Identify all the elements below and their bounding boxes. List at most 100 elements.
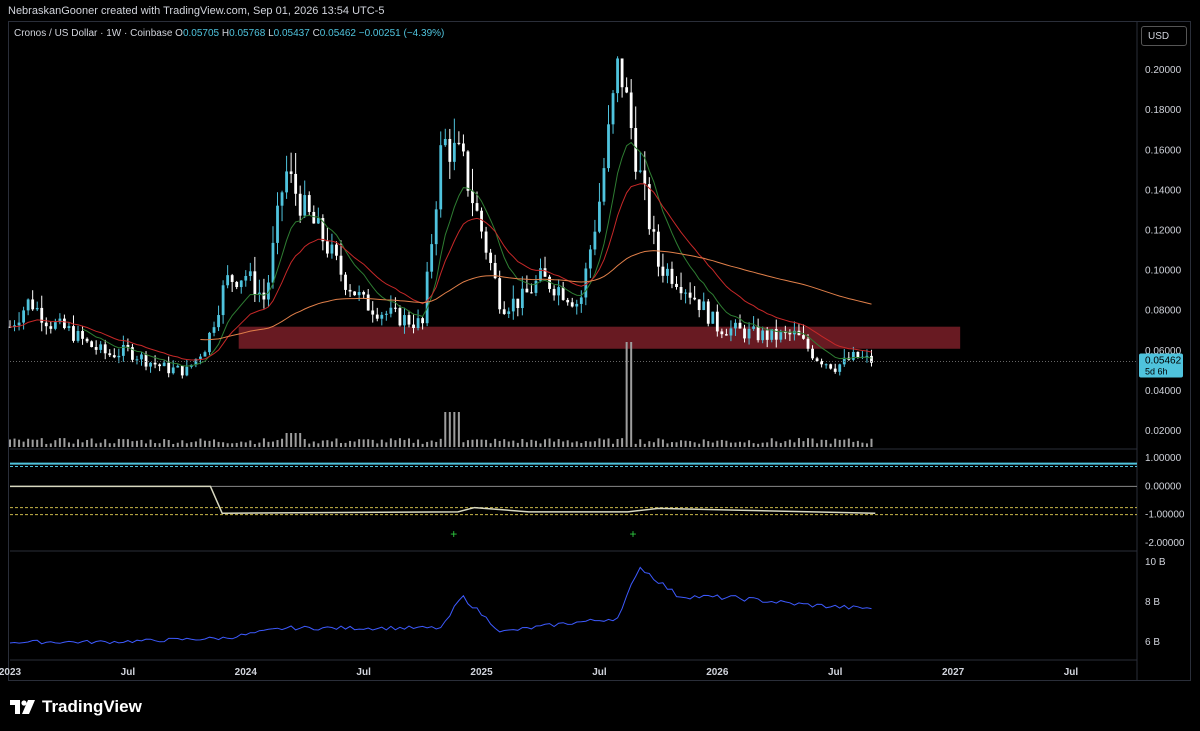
- candle-body: [688, 292, 692, 298]
- candle-body: [779, 332, 783, 340]
- volume-bar: [621, 438, 624, 447]
- candle-body: [502, 309, 506, 314]
- candle-body: [248, 271, 252, 276]
- candle-body: [117, 355, 121, 358]
- candle-body: [171, 367, 175, 374]
- candle-body: [625, 87, 629, 93]
- candle-body: [239, 280, 243, 288]
- candle-body: [824, 364, 828, 366]
- volume-bar: [788, 439, 791, 447]
- volume-bar: [544, 439, 547, 447]
- candle-body: [357, 292, 361, 296]
- candle-body: [35, 307, 39, 310]
- candle-body: [815, 358, 819, 362]
- volume-bar: [598, 438, 601, 447]
- time-tick-label: 2027: [942, 667, 965, 678]
- volume-bar: [312, 441, 315, 447]
- volume-bar: [571, 442, 574, 447]
- candle-body: [425, 271, 429, 324]
- volume-bar: [625, 342, 628, 447]
- candle-body: [325, 241, 329, 254]
- volume-bar: [797, 438, 800, 447]
- volume-bar: [648, 441, 651, 447]
- candle-body: [793, 330, 796, 335]
- currency-selector[interactable]: USD: [1141, 26, 1187, 46]
- volume-bar: [163, 439, 166, 447]
- candle-body: [715, 311, 719, 332]
- candle-body: [67, 326, 71, 329]
- volume-bar: [711, 442, 714, 447]
- candle-body: [765, 330, 769, 340]
- volume-bar: [476, 439, 479, 447]
- time-tick-label: 2024: [235, 667, 258, 678]
- support-zone: [238, 326, 961, 349]
- volume-bar: [108, 443, 111, 447]
- candle-body: [126, 344, 130, 348]
- volume-bar: [539, 443, 542, 447]
- volume-bar: [453, 412, 456, 447]
- candle-body: [230, 275, 234, 282]
- volume-bar: [104, 439, 107, 447]
- volume-bar: [213, 439, 216, 447]
- candle-body: [629, 92, 633, 129]
- volume-bar: [13, 438, 16, 447]
- candle-body: [307, 195, 311, 212]
- candle-body: [770, 328, 774, 340]
- candle-body: [103, 344, 107, 354]
- candle-body: [421, 318, 425, 324]
- candle-body: [167, 362, 171, 374]
- volume-bar: [516, 442, 519, 447]
- volume-bar: [22, 441, 25, 447]
- volume-bar: [466, 440, 469, 447]
- candle-body: [13, 325, 16, 327]
- volume-bar: [566, 440, 569, 447]
- candle-body: [153, 362, 157, 365]
- volume-bar: [217, 441, 220, 447]
- candle-body: [176, 365, 180, 368]
- volume-bar: [675, 442, 678, 447]
- volume-bar: [766, 442, 769, 447]
- candle-body: [783, 332, 787, 334]
- price-tick-label: 0.04000: [1145, 386, 1182, 397]
- time-tick-label: 2025: [470, 667, 493, 678]
- volume-bar: [602, 439, 605, 447]
- time-tick-label: Jul: [356, 667, 371, 678]
- candle-body: [398, 308, 402, 326]
- candle-body: [112, 355, 116, 358]
- candle-body: [430, 244, 434, 272]
- volume-bar: [412, 442, 415, 447]
- candle-body: [756, 326, 760, 341]
- candle-body: [693, 297, 697, 300]
- candle-body: [570, 302, 574, 307]
- volume-bar: [126, 439, 129, 447]
- volume-bar: [793, 442, 796, 447]
- tradingview-logo-icon: [10, 700, 35, 714]
- volume-bar: [339, 442, 342, 447]
- candle-body: [180, 365, 184, 376]
- legend-low-label: L: [268, 28, 274, 39]
- candle-body: [226, 275, 230, 286]
- volume-bar: [457, 412, 460, 447]
- volume-bar: [122, 439, 125, 447]
- candle-body: [149, 362, 152, 367]
- volume-bar: [49, 443, 52, 447]
- volume-bar: [485, 439, 488, 447]
- candle-body: [244, 275, 248, 281]
- volume-bar: [385, 442, 388, 447]
- candle-body: [443, 138, 447, 146]
- candle-body: [235, 281, 239, 288]
- price-tick-label: 0.18000: [1145, 105, 1182, 116]
- candle-body: [434, 209, 438, 245]
- price-tick-label: 0.08000: [1145, 306, 1182, 317]
- candle-body: [217, 315, 220, 328]
- volume-bar: [222, 442, 225, 447]
- candle-body: [511, 298, 515, 312]
- symbol-legend: Cronos / US Dollar · 1W · Coinbase O0.05…: [14, 28, 444, 39]
- volume-bar: [507, 441, 510, 447]
- volume-bar: [775, 441, 778, 447]
- candle-body: [734, 322, 737, 329]
- volume-bar: [398, 438, 401, 447]
- candle-body: [22, 310, 26, 323]
- candle-body: [552, 288, 556, 296]
